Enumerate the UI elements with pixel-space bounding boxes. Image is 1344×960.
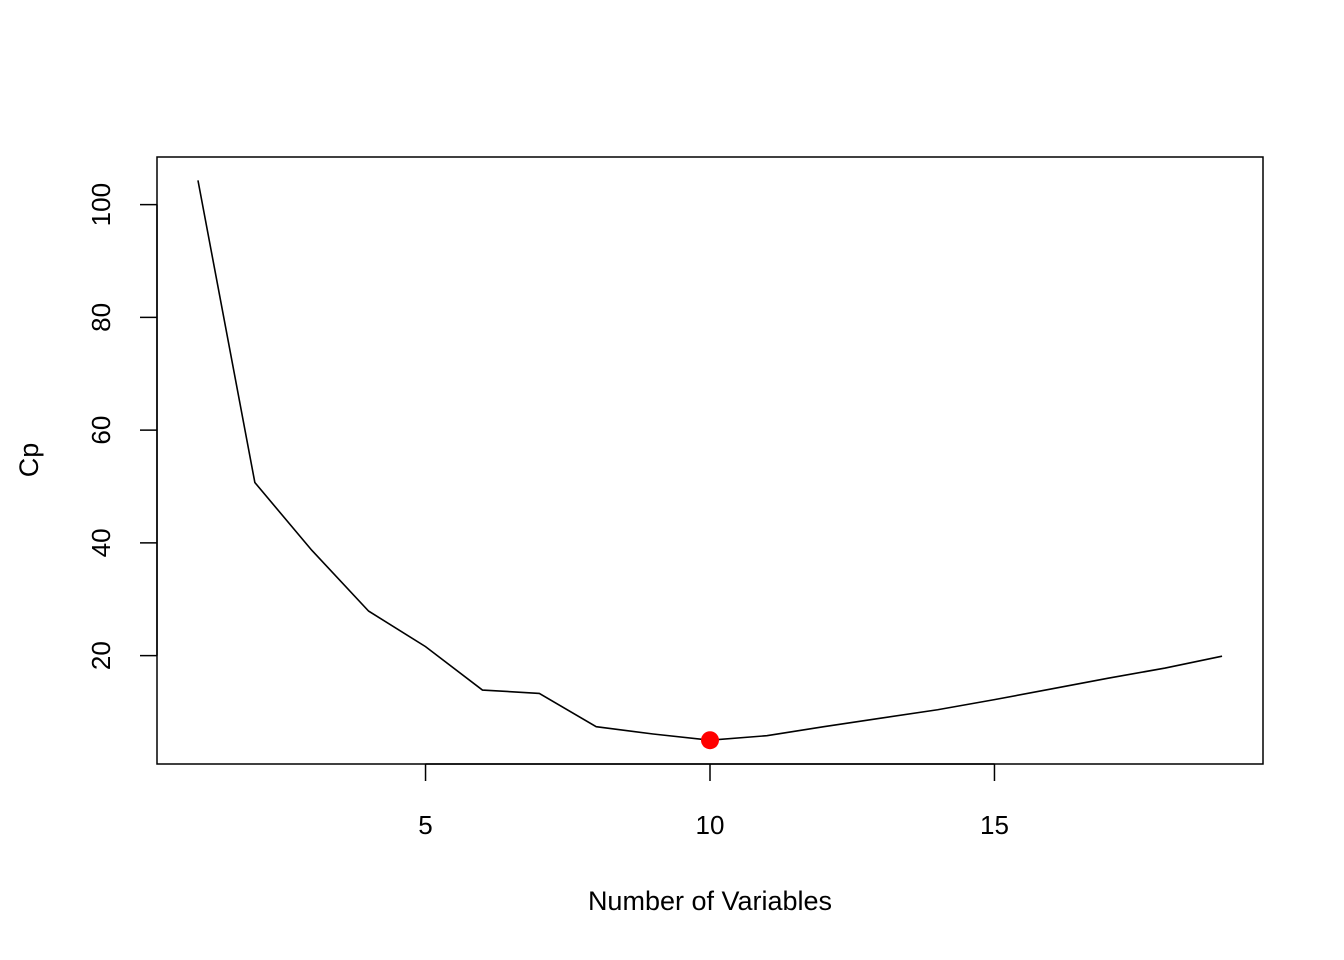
plot-frame [156, 156, 1264, 765]
x-tick-label: 15 [980, 810, 1009, 840]
y-axis: 20 40 60 80 100 [86, 183, 158, 670]
y-tick-label: 60 [86, 416, 116, 445]
y-axis-title: Cp [14, 443, 44, 478]
y-tick-label: 80 [86, 303, 116, 332]
minimum-cp-point [701, 731, 719, 750]
y-tick-label: 20 [86, 641, 116, 670]
x-tick-label: 5 [418, 810, 432, 840]
y-tick-label: 100 [86, 183, 116, 226]
x-axis: 5 10 15 [418, 763, 1009, 840]
series-line-cp [197, 180, 1223, 742]
x-tick-label: 10 [696, 810, 725, 840]
x-axis-title: Number of Variables [588, 886, 832, 916]
y-tick-label: 40 [86, 528, 116, 557]
